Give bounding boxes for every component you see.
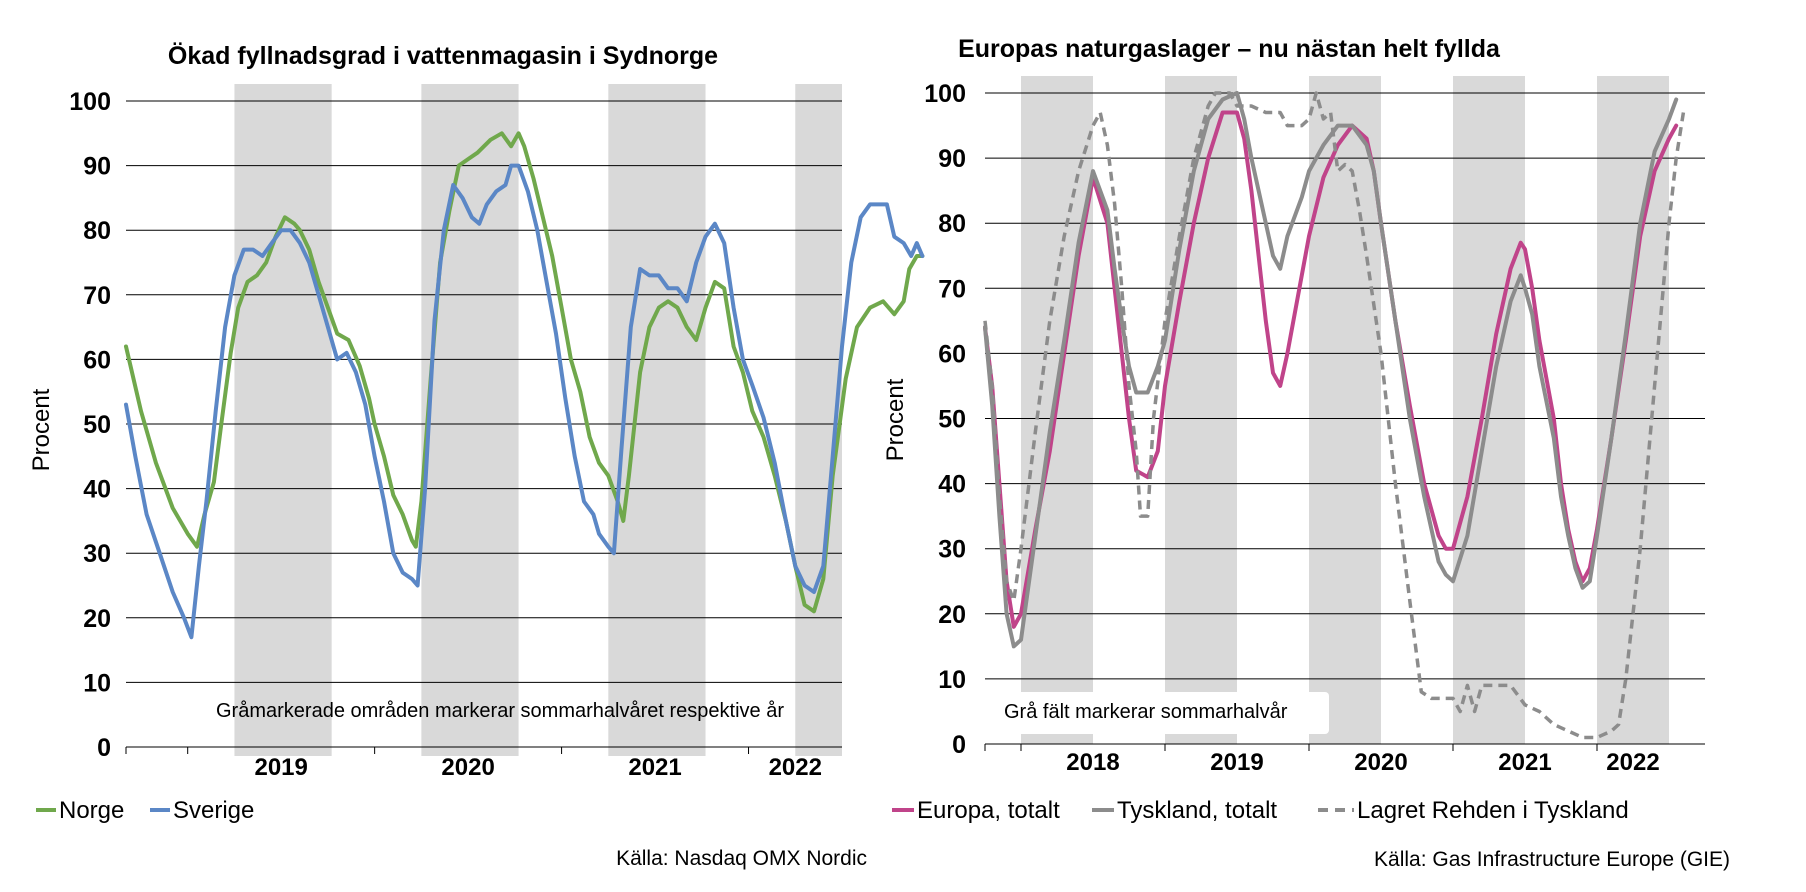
y-tick-label: 60 [83, 346, 111, 374]
y-tick-label: 30 [83, 540, 111, 568]
y-tick-label: 70 [83, 282, 111, 310]
series-line-sverige [124, 163, 925, 640]
y-tick-label: 50 [83, 411, 111, 439]
y-tick-label: 10 [83, 669, 111, 697]
y-tick-label: 0 [952, 731, 966, 759]
source-note: Källa: Gas Infrastructure Europe (GIE) [1374, 848, 1730, 871]
y-tick-label: 10 [938, 666, 966, 694]
legend-label: Norge [59, 797, 124, 824]
y-tick-label: 50 [938, 406, 966, 434]
legend-label: Tyskland, totalt [1117, 797, 1277, 824]
legend-label: Europa, totalt [917, 797, 1060, 824]
y-tick-label: 60 [938, 340, 966, 368]
x-tick-label: 2018 [1066, 749, 1119, 776]
x-tick-label: 2022 [1606, 749, 1659, 776]
legend-label: Sverige [173, 797, 254, 824]
y-tick-label: 0 [97, 734, 111, 762]
y-tick-label: 80 [938, 210, 966, 238]
y-tick-label: 100 [69, 88, 111, 116]
y-tick-label: 20 [83, 605, 111, 633]
y-tick-label: 70 [938, 275, 966, 303]
chart-title: Europas naturgaslager – nu nästan helt f… [958, 35, 1501, 63]
summer-shade-band [1165, 76, 1237, 744]
chart-note: Gråmarkerade områden markerar sommarhalv… [216, 700, 784, 722]
summer-shading-group [1021, 76, 1669, 744]
x-tick-label: 2019 [1210, 749, 1263, 776]
summer-shade-band [1309, 76, 1381, 744]
chart-panel-gas-storage: Europas naturgaslager – nu nästan helt f… [882, 35, 1730, 871]
y-tick-label: 30 [938, 536, 966, 564]
y-tick-label: 80 [83, 217, 111, 245]
note-box [989, 692, 1329, 734]
summer-shading-group [234, 84, 842, 756]
x-tick-label: 2019 [254, 754, 307, 781]
grid-group [985, 92, 1705, 745]
summer-shade-band [1597, 76, 1669, 744]
summer-shade-band [421, 84, 519, 756]
legend-label: Lagret Rehden i Tyskland [1357, 797, 1629, 824]
summer-shade-band [234, 84, 332, 756]
x-tick-label: 2021 [628, 754, 681, 781]
x-tick-label: 2021 [1498, 749, 1551, 776]
chart-note: Grå fält markerar sommarhalvår [1004, 701, 1288, 723]
y-axis-label: Procent [28, 388, 55, 471]
source-note: Källa: Nasdaq OMX Nordic [616, 847, 867, 870]
grid-group [126, 100, 842, 748]
x-tick-label: 2022 [769, 754, 822, 781]
x-tick-label: 2020 [1354, 749, 1407, 776]
series-line-tyskland-totalt [983, 91, 1679, 649]
chart-title: Ökad fyllnadsgrad i vattenmagasin i Sydn… [168, 41, 718, 70]
y-tick-label: 20 [938, 601, 966, 629]
y-axis-label: Procent [882, 378, 909, 461]
y-tick-label: 90 [938, 145, 966, 173]
y-tick-label: 90 [83, 153, 111, 181]
series-line-lagret-rehden-i-tyskland [983, 91, 1686, 740]
x-tick-label: 2020 [441, 754, 494, 781]
y-tick-label: 40 [938, 471, 966, 499]
y-tick-label: 100 [924, 80, 966, 108]
y-tick-label: 40 [83, 476, 111, 504]
chart-panel-reservoir: Ökad fyllnadsgrad i vattenmagasin i Sydn… [28, 41, 925, 870]
